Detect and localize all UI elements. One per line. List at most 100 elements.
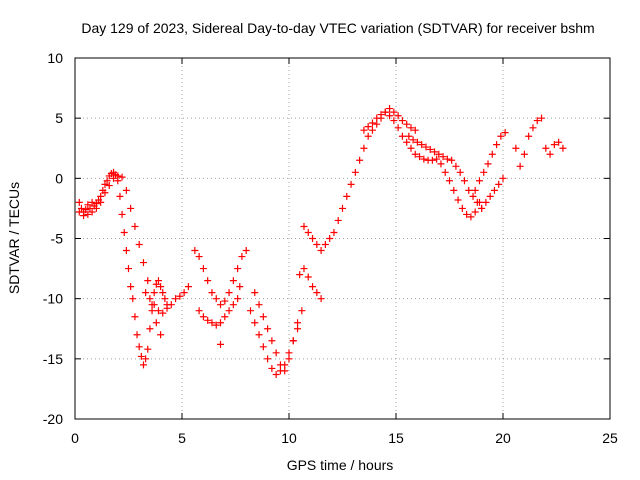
chart-title: Day 129 of 2023, Sidereal Day-to-day VTE… bbox=[81, 20, 594, 36]
data-point bbox=[475, 177, 483, 185]
data-point bbox=[127, 204, 135, 212]
data-point bbox=[144, 277, 152, 285]
data-point bbox=[431, 148, 439, 156]
data-point bbox=[159, 289, 167, 297]
data-point bbox=[368, 126, 376, 134]
data-point bbox=[490, 186, 498, 194]
data-point bbox=[97, 198, 105, 206]
data-point bbox=[398, 132, 406, 140]
data-point bbox=[229, 277, 237, 285]
data-point bbox=[127, 283, 135, 291]
data-point bbox=[398, 117, 406, 125]
data-point bbox=[458, 204, 466, 212]
data-point bbox=[343, 192, 351, 200]
data-point bbox=[394, 124, 402, 132]
data-point bbox=[184, 283, 192, 291]
data-point bbox=[559, 144, 567, 152]
data-point bbox=[403, 120, 411, 128]
data-point bbox=[368, 119, 376, 127]
data-point bbox=[441, 168, 449, 176]
data-point bbox=[217, 319, 225, 327]
data-point bbox=[364, 132, 372, 140]
data-point bbox=[157, 331, 165, 339]
data-point bbox=[420, 155, 428, 163]
data-point bbox=[285, 355, 293, 363]
data-point bbox=[296, 271, 304, 279]
data-point bbox=[501, 129, 509, 137]
data-point bbox=[137, 352, 145, 360]
data-point bbox=[413, 138, 421, 146]
data-point bbox=[360, 144, 368, 152]
data-point bbox=[435, 150, 443, 158]
data-point bbox=[313, 289, 321, 297]
data-point bbox=[484, 160, 492, 168]
data-point bbox=[268, 337, 276, 345]
data-point bbox=[456, 168, 464, 176]
x-tick-label: 25 bbox=[602, 430, 618, 446]
data-point bbox=[157, 283, 165, 291]
data-point bbox=[199, 265, 207, 273]
data-point bbox=[212, 295, 220, 303]
data-point bbox=[97, 192, 105, 200]
data-point bbox=[469, 192, 477, 200]
data-point bbox=[251, 289, 259, 297]
data-point bbox=[146, 325, 154, 333]
data-point bbox=[75, 198, 83, 206]
data-point bbox=[150, 289, 158, 297]
data-point bbox=[176, 292, 184, 300]
data-point bbox=[154, 307, 162, 315]
data-point bbox=[172, 295, 180, 303]
data-point bbox=[428, 156, 436, 164]
data-point bbox=[251, 319, 259, 327]
data-point bbox=[437, 160, 445, 168]
data-point bbox=[152, 280, 160, 288]
data-point bbox=[264, 325, 272, 333]
data-point bbox=[405, 132, 413, 140]
data-point bbox=[236, 283, 244, 291]
y-tick-labels: -20 -15 -10 -5 0 5 10 bbox=[43, 50, 63, 427]
data-point bbox=[103, 177, 111, 185]
data-point bbox=[148, 307, 156, 315]
data-point bbox=[390, 108, 398, 116]
data-point bbox=[276, 361, 284, 369]
data-point bbox=[229, 301, 237, 309]
x-tick-labels: 0 5 10 15 20 25 bbox=[71, 430, 618, 446]
data-point bbox=[80, 212, 88, 220]
data-point bbox=[268, 364, 276, 372]
data-point bbox=[84, 210, 92, 218]
data-point bbox=[529, 124, 537, 132]
x-tick-label: 10 bbox=[281, 430, 297, 446]
data-point bbox=[422, 143, 430, 151]
data-point bbox=[443, 155, 451, 163]
data-point bbox=[146, 295, 154, 303]
data-point bbox=[309, 283, 317, 291]
data-point bbox=[454, 196, 462, 204]
data-point bbox=[542, 144, 550, 152]
data-point bbox=[433, 155, 441, 163]
data-point bbox=[208, 319, 216, 327]
data-point bbox=[482, 198, 490, 206]
y-tick-label: 5 bbox=[55, 110, 63, 126]
data-point bbox=[238, 253, 246, 261]
data-point bbox=[326, 235, 334, 242]
data-point bbox=[300, 265, 308, 273]
data-point bbox=[386, 105, 394, 113]
data-point bbox=[142, 289, 150, 297]
data-point bbox=[533, 117, 541, 125]
data-point bbox=[300, 222, 308, 230]
y-tick-label: 0 bbox=[55, 170, 63, 186]
data-point bbox=[309, 235, 317, 242]
data-point bbox=[131, 313, 139, 321]
data-point bbox=[351, 168, 359, 176]
data-point bbox=[159, 309, 167, 317]
data-point bbox=[407, 144, 415, 152]
data-point bbox=[411, 150, 419, 158]
data-point bbox=[373, 114, 381, 122]
data-point bbox=[234, 295, 242, 303]
data-point bbox=[225, 307, 233, 315]
data-point bbox=[180, 289, 188, 297]
data-point bbox=[495, 180, 503, 188]
data-point bbox=[321, 241, 329, 249]
data-point bbox=[272, 349, 280, 357]
y-tick-label: -20 bbox=[43, 411, 63, 427]
